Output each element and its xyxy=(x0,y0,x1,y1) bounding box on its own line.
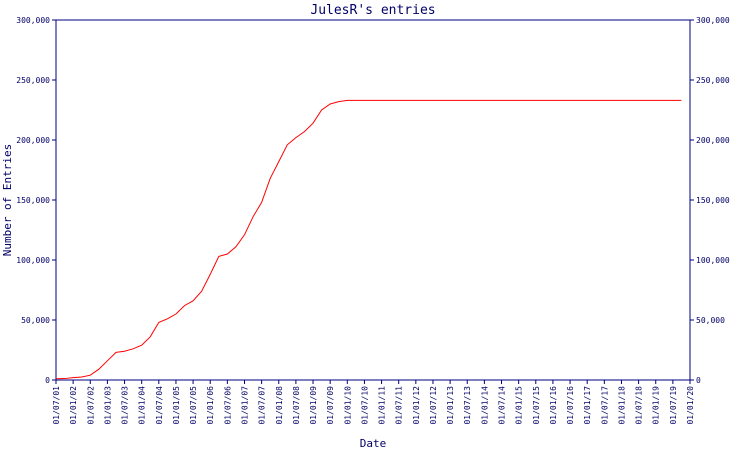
y-tick-label-left: 250,000 xyxy=(16,76,50,85)
y-tick-label-right: 300,000 xyxy=(696,16,730,25)
x-tick-label: 01/01/04 xyxy=(138,386,147,425)
x-tick-label: 01/01/18 xyxy=(617,386,626,425)
x-tick-label: 01/01/06 xyxy=(206,386,215,425)
x-tick-label: 01/01/13 xyxy=(446,386,455,425)
x-tick-label: 01/07/19 xyxy=(669,386,678,425)
x-tick-label: 01/01/07 xyxy=(240,386,249,425)
x-tick-label: 01/07/15 xyxy=(532,386,541,425)
x-tick-label: 01/07/04 xyxy=(155,386,164,425)
x-tick-label: 01/01/09 xyxy=(309,386,318,425)
x-tick-label: 01/01/14 xyxy=(480,386,489,425)
x-tick-label: 01/07/13 xyxy=(463,386,472,425)
y-axis-label: Number of Entries xyxy=(1,144,14,257)
x-tick-label: 01/07/07 xyxy=(258,386,267,425)
x-tick-label: 01/01/05 xyxy=(172,386,181,425)
y-tick-label-right: 50,000 xyxy=(696,316,725,325)
x-tick-label: 01/01/19 xyxy=(652,386,661,425)
y-tick-label-left: 200,000 xyxy=(16,136,50,145)
chart-title: JulesR's entries xyxy=(310,3,435,18)
x-tick-label: 01/01/17 xyxy=(583,386,592,425)
x-tick-label: 01/01/12 xyxy=(412,386,421,425)
x-tick-label: 01/07/10 xyxy=(360,386,369,425)
y-tick-label-left: 300,000 xyxy=(16,16,50,25)
x-tick-label: 01/07/16 xyxy=(566,386,575,425)
y-axis-left: 0 50,000 100,000 150,000 200,000 250,000 300,0… xyxy=(16,16,56,385)
y-tick-label-left: 50,000 xyxy=(21,316,50,325)
x-tick-label: 01/07/05 xyxy=(189,386,198,425)
x-tick-label: 01/01/16 xyxy=(549,386,558,425)
x-tick-label: 01/07/03 xyxy=(121,386,130,425)
y-axis-right: 0 50,000 100,000 150,000 200,000 250,000 300,0… xyxy=(690,16,730,385)
y-tick-label-left: 0 xyxy=(45,376,50,385)
series-line xyxy=(55,99,682,380)
plot-frame xyxy=(55,19,691,381)
y-tick-label-right: 0 xyxy=(696,376,701,385)
y-tick-label-left: 100,000 xyxy=(16,256,50,265)
x-axis: 01/07/01 01/01/02 01/07/02 01/01/03 01/07/03… xyxy=(52,380,695,425)
x-tick-label: 01/01/15 xyxy=(515,386,524,425)
x-tick-label: 01/01/10 xyxy=(343,386,352,425)
y-tick-label-right: 250,000 xyxy=(696,76,730,85)
y-tick-label-right: 100,000 xyxy=(696,256,730,265)
y-tick-label-right: 150,000 xyxy=(696,196,730,205)
y-tick-label-left: 150,000 xyxy=(16,196,50,205)
x-tick-label: 01/07/17 xyxy=(600,386,609,425)
x-tick-label: 01/07/06 xyxy=(223,386,232,425)
x-tick-label: 01/07/01 xyxy=(52,386,61,425)
x-tick-label: 01/07/14 xyxy=(498,386,507,425)
x-tick-label: 01/01/03 xyxy=(103,386,112,425)
x-tick-label: 01/07/09 xyxy=(326,386,335,425)
x-tick-label: 01/01/11 xyxy=(378,386,387,425)
x-axis-label: Date xyxy=(360,437,387,450)
x-tick-label: 01/01/02 xyxy=(69,386,78,425)
x-tick-label: 01/07/12 xyxy=(429,386,438,425)
x-tick-label: 01/07/11 xyxy=(395,386,404,425)
y-tick-label-right: 200,000 xyxy=(696,136,730,145)
x-tick-label: 01/07/18 xyxy=(635,386,644,425)
x-tick-label: 01/01/20 xyxy=(686,386,695,425)
x-tick-label: 01/01/08 xyxy=(275,386,284,425)
x-tick-label: 01/07/08 xyxy=(292,386,301,425)
x-tick-label: 01/07/02 xyxy=(86,386,95,425)
